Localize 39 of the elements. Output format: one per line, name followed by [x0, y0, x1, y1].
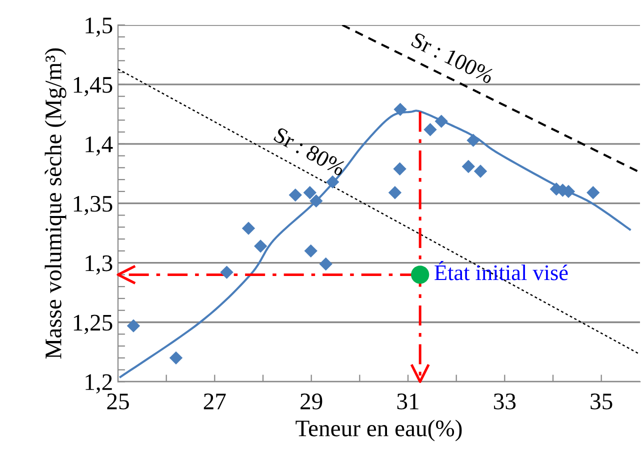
y-tick-label: 1,2: [86, 374, 112, 394]
point: [242, 222, 256, 235]
x-tick-label: 27: [204, 394, 226, 410]
x-tick-label: 35: [590, 394, 612, 410]
point: [466, 134, 480, 147]
y-tick-label: 1,25: [74, 314, 112, 334]
point: [304, 244, 318, 258]
y-tick-label: 1,35: [74, 196, 112, 216]
series-label: État initial visé: [434, 261, 568, 280]
x-tick-label: 33: [494, 394, 516, 410]
point: [411, 266, 430, 284]
x-axis-title: Teneur en eau(%): [296, 420, 462, 442]
x-tick-label: 29: [300, 394, 322, 410]
text: Sr : 100%: [410, 32, 496, 84]
point: [126, 319, 140, 332]
point: [319, 257, 332, 271]
point: [303, 186, 316, 200]
point: [220, 266, 234, 279]
point: [424, 123, 437, 136]
point: [434, 114, 448, 128]
y-tick-label: 1,4: [86, 136, 113, 156]
point: [310, 194, 323, 208]
x-tick-label: 31: [397, 394, 418, 410]
y-tick-label: 1,5: [86, 18, 112, 37]
point: [288, 188, 302, 202]
y-tick-label: 1,3: [86, 255, 112, 275]
point: [394, 102, 407, 116]
y-axis-title: Masse volumique sèche (Mg/m³): [44, 48, 66, 359]
text: Sr : 80%: [273, 126, 347, 176]
x-tick-label: 25: [107, 394, 129, 410]
point: [254, 240, 268, 253]
point: [388, 186, 402, 200]
point: [462, 160, 476, 174]
point: [474, 164, 488, 178]
point: [169, 351, 183, 365]
point: [586, 186, 600, 200]
point: [393, 162, 406, 176]
y-tick-label: 1,45: [74, 77, 112, 96]
point: [326, 175, 340, 189]
